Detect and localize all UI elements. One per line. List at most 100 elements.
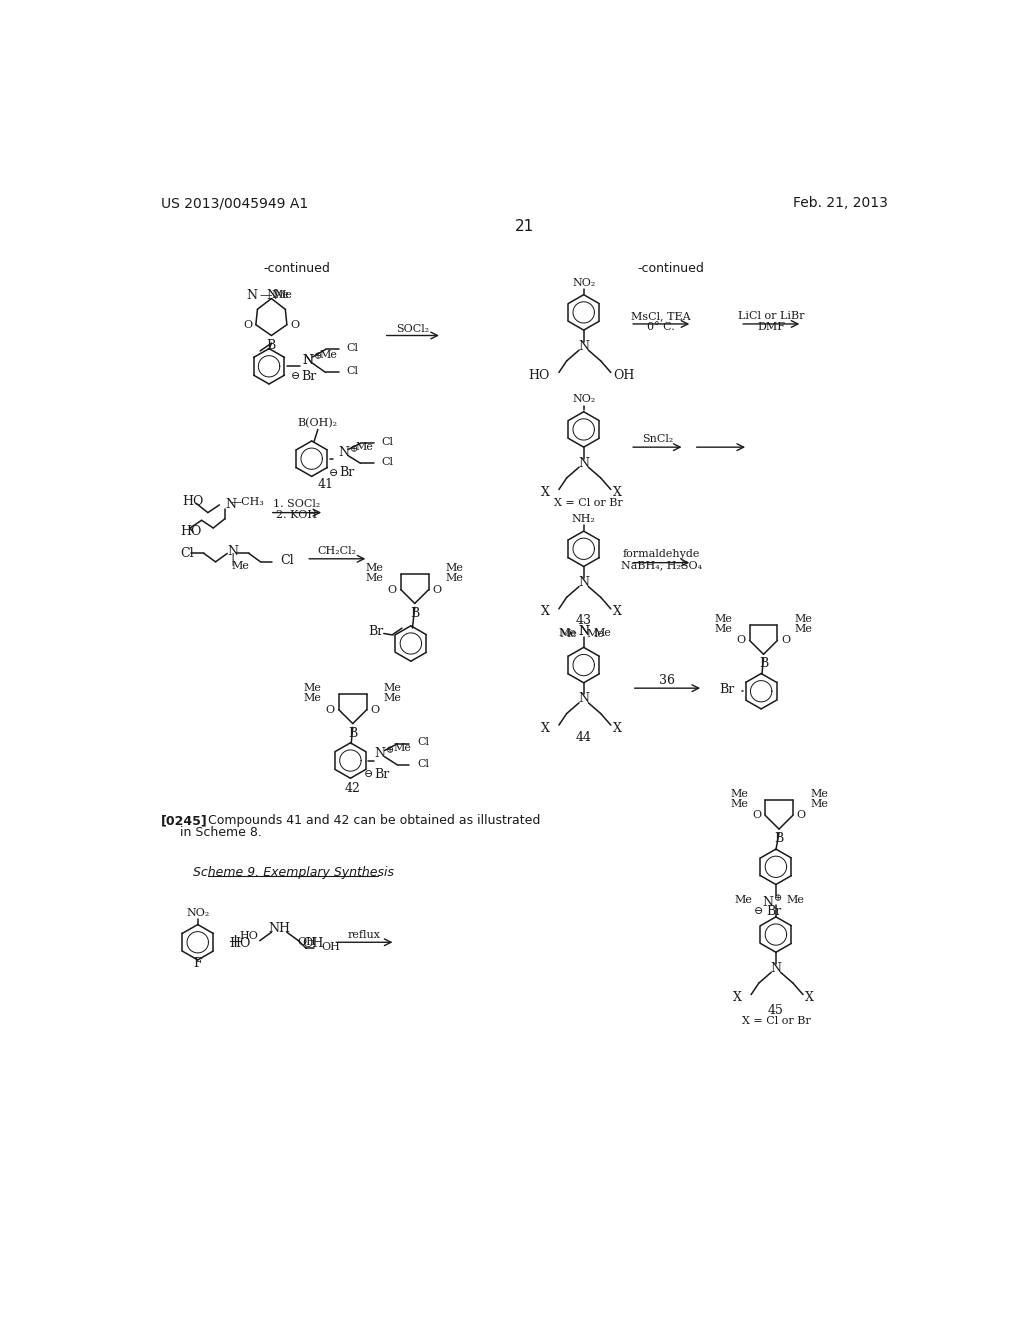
Text: Scheme 9. Exemplary Synthesis: Scheme 9. Exemplary Synthesis	[193, 866, 393, 879]
Text: HO: HO	[180, 525, 202, 539]
Text: 44: 44	[575, 731, 592, 744]
Text: Me: Me	[795, 624, 812, 634]
Text: Br: Br	[302, 370, 316, 383]
Text: 41: 41	[317, 478, 334, 491]
Text: —CH₃: —CH₃	[230, 496, 264, 507]
Text: NH₂: NH₂	[571, 513, 596, 524]
Text: B: B	[774, 832, 783, 845]
Text: X: X	[613, 606, 622, 619]
Text: Me: Me	[558, 628, 575, 639]
Text: N: N	[579, 626, 589, 639]
Text: ⊕: ⊕	[314, 352, 323, 362]
Text: in Scheme 8.: in Scheme 8.	[180, 825, 262, 838]
Text: Me: Me	[730, 799, 748, 809]
Text: Cl: Cl	[418, 737, 430, 747]
Text: OH: OH	[302, 937, 324, 950]
Text: Me: Me	[356, 442, 374, 453]
Text: Br: Br	[719, 684, 734, 696]
Text: Feb. 21, 2013: Feb. 21, 2013	[793, 197, 888, 210]
Text: Me: Me	[304, 693, 322, 704]
Text: Me: Me	[366, 573, 384, 583]
Text: OH: OH	[297, 937, 315, 948]
Text: Me: Me	[319, 350, 337, 360]
Text: 21: 21	[515, 219, 535, 234]
Text: X: X	[541, 486, 550, 499]
Text: SOCl₂: SOCl₂	[396, 323, 429, 334]
Text: SnCl₂: SnCl₂	[642, 434, 673, 445]
Text: 2. KOH: 2. KOH	[276, 510, 317, 520]
Text: HO: HO	[240, 931, 258, 941]
Text: OH: OH	[613, 370, 635, 381]
Text: Cl: Cl	[280, 554, 294, 566]
Text: F: F	[194, 957, 202, 970]
Text: O: O	[326, 705, 335, 714]
Text: formaldehyde: formaldehyde	[623, 549, 699, 560]
Text: O: O	[388, 585, 397, 594]
Text: ⊖: ⊖	[364, 770, 373, 779]
Text: NO₂: NO₂	[572, 395, 595, 404]
Text: N: N	[227, 545, 239, 558]
Text: N: N	[302, 354, 313, 367]
Text: OH: OH	[322, 942, 341, 952]
Text: O: O	[736, 635, 745, 645]
Text: N: N	[225, 498, 236, 511]
Text: Br: Br	[766, 906, 781, 917]
Text: Me: Me	[735, 895, 753, 906]
Text: 42: 42	[345, 781, 360, 795]
Text: Me: Me	[810, 788, 827, 799]
Text: ⊖: ⊖	[754, 907, 764, 916]
Text: B: B	[348, 726, 357, 739]
Text: Compounds 41 and 42 can be obtained as illustrated: Compounds 41 and 42 can be obtained as i…	[208, 814, 541, 828]
Text: Br: Br	[375, 768, 390, 781]
Text: N: N	[579, 624, 589, 638]
Text: B: B	[411, 607, 420, 619]
Text: O: O	[291, 319, 300, 330]
Text: NO₂: NO₂	[572, 279, 595, 288]
Text: N: N	[770, 962, 781, 975]
Text: X: X	[805, 991, 814, 1005]
Text: Me: Me	[274, 290, 292, 301]
Text: NO₂: NO₂	[186, 908, 209, 917]
Text: O: O	[781, 635, 791, 645]
Text: ⊕: ⊕	[386, 746, 394, 755]
Text: Me: Me	[384, 684, 401, 693]
Text: ⊕: ⊕	[349, 445, 357, 454]
Text: Me: Me	[366, 564, 384, 573]
Text: Cl: Cl	[180, 546, 194, 560]
Text: N: N	[763, 896, 774, 908]
Text: Br: Br	[369, 624, 384, 638]
Text: LiCl or LiBr: LiCl or LiBr	[738, 312, 805, 321]
Text: Me: Me	[271, 290, 289, 301]
Text: N: N	[247, 289, 257, 302]
Text: N: N	[375, 747, 385, 760]
Text: [0245]: [0245]	[161, 814, 207, 828]
Text: HO: HO	[182, 495, 204, 508]
Text: CH₂Cl₂: CH₂Cl₂	[317, 546, 356, 556]
Text: HO: HO	[528, 370, 550, 381]
Text: NH: NH	[268, 921, 290, 935]
Text: Me: Me	[715, 624, 732, 634]
Text: B: B	[759, 657, 768, 671]
Text: Me: Me	[445, 564, 464, 573]
Text: B: B	[266, 339, 276, 351]
Text: N: N	[266, 289, 276, 302]
Text: N: N	[302, 354, 313, 367]
Text: N: N	[338, 446, 349, 459]
Text: Me: Me	[730, 788, 748, 799]
Text: DMF: DMF	[758, 322, 785, 333]
Text: X: X	[541, 722, 550, 735]
Text: ⊖: ⊖	[291, 371, 300, 381]
Text: 43: 43	[575, 614, 592, 627]
Text: Me: Me	[810, 799, 827, 809]
Text: 1. SOCl₂: 1. SOCl₂	[273, 499, 321, 510]
Text: 36: 36	[659, 675, 676, 686]
Text: NaBH₄, H₂SO₄: NaBH₄, H₂SO₄	[621, 560, 701, 570]
Text: Me: Me	[304, 684, 322, 693]
Text: Me: Me	[384, 693, 401, 704]
Text: Me: Me	[445, 573, 464, 583]
Text: X: X	[613, 722, 622, 735]
Text: Me: Me	[715, 614, 732, 624]
Text: Me: Me	[231, 561, 249, 570]
Text: Me: Me	[560, 630, 578, 639]
Text: -continued: -continued	[637, 261, 703, 275]
